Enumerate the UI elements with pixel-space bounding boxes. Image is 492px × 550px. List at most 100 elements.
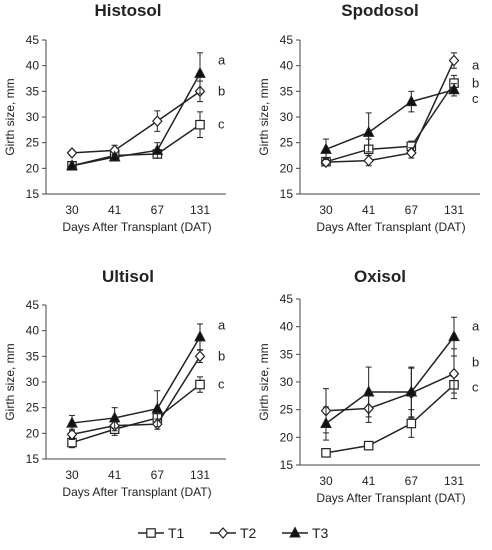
- x-tick-label: 67: [151, 468, 165, 482]
- significance-letter: a: [218, 53, 226, 68]
- y-tick-label: 20: [280, 161, 294, 175]
- x-tick-label: 41: [108, 468, 122, 482]
- significance-letter: a: [472, 319, 480, 334]
- series-line-t1: [325, 384, 455, 454]
- series-t1: [67, 376, 205, 449]
- series-line-t3: [325, 336, 455, 425]
- significance-letter: c: [472, 91, 479, 106]
- y-tick-label: 15: [26, 452, 40, 466]
- point-t2: [66, 428, 78, 441]
- point-t3: [66, 416, 78, 428]
- y-tick-label: 40: [280, 320, 294, 334]
- legend-label: T2: [240, 525, 257, 541]
- y-tick-label: 35: [26, 84, 40, 98]
- point-t1: [363, 440, 374, 451]
- legend-item-t1: T1: [138, 525, 185, 541]
- x-tick-label: 131: [190, 203, 210, 217]
- series-t3: [320, 83, 460, 161]
- x-tick-label: 131: [190, 468, 210, 482]
- x-tick-label: 67: [405, 474, 419, 488]
- y-tick-label: 20: [280, 430, 294, 444]
- point-t2: [363, 154, 374, 167]
- significance-letter: b: [472, 355, 479, 370]
- chart-panel-histosol: Histosol 15 20 25 30 35 40 45 30 41 67 131 Days Afte…: [3, 1, 226, 234]
- legend: T1 T2 T3: [138, 525, 329, 541]
- y-tick-label: 35: [26, 349, 40, 363]
- y-tick-label: 35: [280, 347, 294, 361]
- point-t1: [195, 379, 205, 390]
- point-t3: [405, 95, 418, 107]
- series-t3: [66, 323, 206, 432]
- series-line-t1: [71, 124, 201, 167]
- chart-panel-oxisol: Oxisol 15 20 25 30 35 40 45 30 41 67 131 Days After …: [257, 267, 480, 505]
- series-line-t3: [71, 336, 201, 424]
- y-axis-label: Girth size, mm: [257, 78, 271, 155]
- y-tick-label: 25: [280, 136, 294, 150]
- y-tick-label: 45: [280, 33, 294, 47]
- x-tick-label: 131: [444, 203, 464, 217]
- y-tick-label: 40: [26, 59, 40, 73]
- chart-title: Histosol: [94, 1, 161, 20]
- legend-item-t3: T3: [282, 525, 329, 541]
- point-t3: [405, 385, 418, 397]
- y-tick-label: 25: [280, 403, 294, 417]
- significance-letter: b: [472, 76, 479, 91]
- chart-title: Spodosol: [341, 1, 418, 20]
- y-tick-label: 15: [26, 187, 40, 201]
- legend-label: T3: [312, 525, 329, 541]
- series-line-t1: [325, 82, 455, 163]
- y-tick-label: 45: [280, 292, 294, 306]
- chart-panel-spodosol: Spodosol 15 20 25 30 35 40 45 30 41 67 131 Days Afte…: [257, 1, 480, 234]
- series-t2: [66, 80, 206, 159]
- series-t2: [320, 348, 460, 434]
- point-t3: [194, 330, 206, 342]
- series-line-t2: [325, 373, 455, 412]
- y-tick-label: 45: [26, 298, 40, 312]
- x-axis-label: Days After Transplant (DAT): [62, 220, 211, 234]
- significance-letter: c: [218, 377, 225, 392]
- y-tick-label: 20: [26, 161, 40, 175]
- point-t3: [194, 66, 206, 78]
- significance-letter: b: [218, 83, 225, 98]
- series-line-t2: [325, 60, 455, 163]
- y-tick-label: 15: [280, 458, 294, 472]
- chart-title: Ultisol: [102, 267, 154, 286]
- x-tick-label: 67: [151, 203, 165, 217]
- chart-title: Oxisol: [354, 267, 406, 286]
- point-t3: [362, 125, 375, 137]
- legend-item-t2: T2: [210, 525, 257, 541]
- significance-letter: a: [472, 58, 480, 73]
- significance-letter: b: [218, 348, 225, 363]
- chart-panel-ultisol: Ultisol 15 20 25 30 35 40 45 30 41 67 131 Days After…: [3, 267, 226, 499]
- y-tick-label: 20: [26, 426, 40, 440]
- point-t3: [108, 411, 121, 423]
- x-tick-label: 30: [65, 468, 79, 482]
- point-t1: [406, 418, 417, 429]
- y-tick-label: 30: [280, 110, 294, 124]
- x-tick-label: 41: [108, 203, 122, 217]
- x-axis-label: Days After Transplant (DAT): [316, 491, 465, 505]
- series-line-t3: [325, 89, 455, 151]
- y-tick-label: 30: [26, 110, 40, 124]
- point-t2: [194, 350, 206, 363]
- x-tick-label: 30: [319, 474, 333, 488]
- legend-label: T1: [168, 525, 185, 541]
- y-tick-label: 35: [280, 84, 294, 98]
- point-t2: [152, 115, 163, 128]
- y-tick-label: 25: [26, 136, 40, 150]
- y-tick-label: 30: [280, 375, 294, 389]
- point-t3: [320, 416, 332, 428]
- significance-letter: c: [472, 380, 479, 395]
- series-t2: [320, 52, 460, 169]
- y-axis-label: Girth size, mm: [257, 343, 271, 420]
- point-t2: [66, 147, 78, 159]
- point-t1: [321, 448, 331, 458]
- x-tick-label: 30: [319, 203, 333, 217]
- point-t3: [151, 402, 164, 414]
- point-t3: [320, 142, 332, 154]
- x-tick-label: 41: [362, 474, 376, 488]
- x-tick-label: 67: [405, 203, 419, 217]
- series-line-t1: [71, 383, 201, 444]
- y-axis-label: Girth size, mm: [3, 78, 17, 155]
- y-tick-label: 30: [26, 375, 40, 389]
